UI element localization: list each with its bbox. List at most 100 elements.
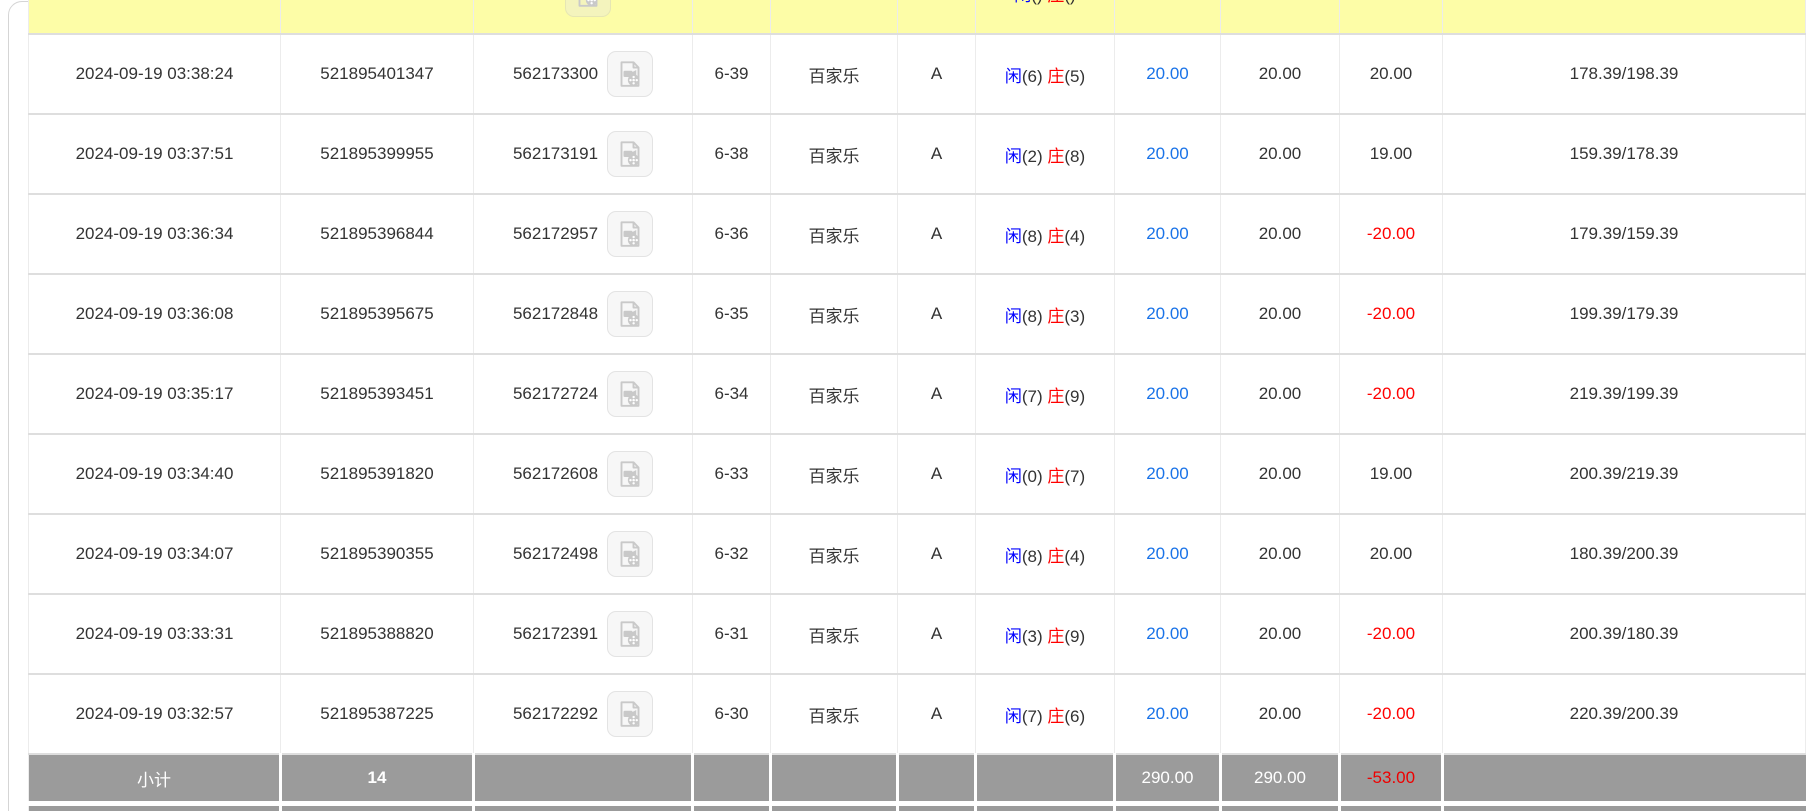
bet-id-cell: 521895387225 <box>280 674 474 755</box>
subtotal-count-cell: 14 <box>279 754 474 801</box>
table-row: 闲() 庄() <box>28 0 1806 35</box>
video-replay-button[interactable] <box>607 291 654 337</box>
session-number: 6-33 <box>714 464 749 483</box>
session-cell: 6-31 <box>692 594 771 675</box>
player-label: 闲 <box>1004 546 1022 566</box>
valid-amount-cell: 20.00 <box>1220 354 1340 435</box>
subtotal-empty-cell <box>769 754 898 801</box>
game-name: 百家乐 <box>808 626 860 646</box>
table-code-cell <box>897 0 976 35</box>
session-number: 6-39 <box>714 64 749 83</box>
subtotal-row: 小计 14 290.00 290.00 -53.00 <box>28 754 1806 801</box>
balance-value: 200.39/219.39 <box>1569 464 1679 483</box>
bet-amount-link[interactable]: 20.00 <box>1146 224 1189 243</box>
video-replay-button[interactable] <box>607 211 654 257</box>
bet-time: 2024-09-19 03:34:40 <box>75 464 234 483</box>
round-id: 562172608 <box>512 464 599 483</box>
game-cell: 百家乐 <box>770 674 898 755</box>
balance-cell: 178.39/198.39 <box>1442 34 1806 115</box>
valid-amount-cell: 20.00 <box>1220 114 1340 195</box>
video-replay-button[interactable] <box>607 451 654 497</box>
valid-amount: 20.00 <box>1258 64 1302 83</box>
player-label: 闲 <box>1004 626 1022 646</box>
banker-label: 庄 <box>1047 66 1065 86</box>
bet-amount-cell: 20.00 <box>1114 354 1221 435</box>
bet-amount-link[interactable]: 20.00 <box>1146 384 1189 403</box>
round-id-cell: 562172608 <box>473 434 693 515</box>
result-cell: 闲(6) 庄(5) <box>975 34 1115 115</box>
session-cell: 6-38 <box>692 114 771 195</box>
winloss-cell <box>1339 0 1443 35</box>
table-code-cell: A <box>897 514 976 595</box>
bet-amount-link[interactable]: 20.00 <box>1146 64 1189 83</box>
banker-points: (5) <box>1064 66 1086 86</box>
winloss-cell: 19.00 <box>1339 114 1443 195</box>
subtotal-empty-cell <box>1441 754 1806 801</box>
balance-cell: 200.39/180.39 <box>1442 594 1806 675</box>
winloss-amount: -20.00 <box>1366 224 1416 243</box>
balance-cell: 219.39/199.39 <box>1442 354 1806 435</box>
banker-label: 庄 <box>1047 546 1065 566</box>
bet-amount-link[interactable]: 20.00 <box>1146 304 1189 323</box>
subtotal-valid: 290.00 <box>1254 768 1306 787</box>
video-replay-button[interactable] <box>607 51 654 97</box>
video-replay-button[interactable] <box>564 0 611 17</box>
valid-amount: 20.00 <box>1258 224 1302 243</box>
winloss-cell: -20.00 <box>1339 674 1443 755</box>
bet-amount-cell: 20.00 <box>1114 34 1221 115</box>
video-replay-button[interactable] <box>607 371 654 417</box>
bet-amount-cell: 20.00 <box>1114 194 1221 275</box>
session-cell <box>692 0 771 35</box>
bet-id-cell: 521895393451 <box>280 354 474 435</box>
row-spacer <box>28 801 1806 806</box>
round-id-cell: 562172848 <box>473 274 693 355</box>
bet-id-cell: 521895388820 <box>280 594 474 675</box>
balance-cell: 179.39/159.39 <box>1442 194 1806 275</box>
result-cell: 闲(7) 庄(6) <box>975 674 1115 755</box>
game-cell: 百家乐 <box>770 354 898 435</box>
bet-amount-link[interactable]: 20.00 <box>1146 624 1189 643</box>
winloss-cell: 20.00 <box>1339 514 1443 595</box>
bet-amount-link[interactable]: 20.00 <box>1146 704 1189 723</box>
bet-amount-link[interactable]: 20.00 <box>1146 144 1189 163</box>
bet-amount-link[interactable]: 20.00 <box>1146 464 1189 483</box>
banker-points: () <box>1064 0 1075 5</box>
valid-amount-cell: 20.00 <box>1220 594 1340 675</box>
table-code-cell: A <box>897 434 976 515</box>
winloss-amount: -20.00 <box>1366 384 1416 403</box>
result-cell: 闲(7) 庄(9) <box>975 354 1115 435</box>
player-points: (6) <box>1021 66 1043 86</box>
balance-cell: 199.39/179.39 <box>1442 274 1806 355</box>
subtotal-bet: 290.00 <box>1141 768 1194 787</box>
round-id: 562172848 <box>512 304 599 323</box>
bet-amount-link[interactable]: 20.00 <box>1146 544 1189 563</box>
bet-amount-cell <box>1114 0 1221 35</box>
valid-amount: 20.00 <box>1258 304 1302 323</box>
winloss-amount: 19.00 <box>1369 144 1413 163</box>
player-label: 闲 <box>1014 0 1031 5</box>
result-cell: 闲(0) 庄(7) <box>975 434 1115 515</box>
valid-amount: 20.00 <box>1258 624 1302 643</box>
video-replay-button[interactable] <box>607 131 654 177</box>
video-replay-button[interactable] <box>607 691 654 737</box>
banker-points: (8) <box>1064 146 1086 166</box>
winloss-amount: -20.00 <box>1366 304 1416 323</box>
video-replay-button[interactable] <box>607 531 654 577</box>
bet-id-cell: 521895399955 <box>280 114 474 195</box>
game-cell <box>770 0 898 35</box>
subtotal-empty-cell <box>691 754 771 801</box>
bet-time-cell: 2024-09-19 03:34:40 <box>28 434 281 515</box>
round-id: 562172724 <box>512 384 599 403</box>
balance-cell: 220.39/200.39 <box>1442 674 1806 755</box>
round-id-cell: 562172292 <box>473 674 693 755</box>
valid-amount-cell: 20.00 <box>1220 194 1340 275</box>
balance-value: 220.39/200.39 <box>1569 704 1679 723</box>
valid-amount: 20.00 <box>1258 464 1302 483</box>
subtotal-valid-cell: 290.00 <box>1219 754 1340 801</box>
player-label: 闲 <box>1004 466 1022 486</box>
video-replay-button[interactable] <box>607 611 654 657</box>
winloss-cell: 20.00 <box>1339 34 1443 115</box>
game-cell: 百家乐 <box>770 434 898 515</box>
game-name: 百家乐 <box>808 546 860 566</box>
session-cell: 6-30 <box>692 674 771 755</box>
